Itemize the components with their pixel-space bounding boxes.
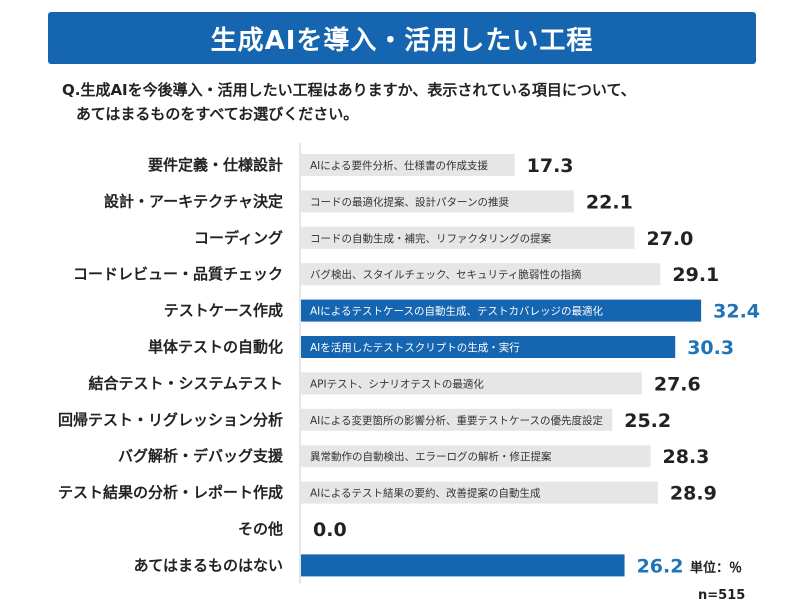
category-label: コーディング xyxy=(194,229,283,247)
category-label: あてはまるものはない xyxy=(134,556,283,574)
bar-note: コードの自動生成・補完、リファクタリングの提案 xyxy=(310,232,552,245)
value-label: 17.3 xyxy=(527,155,574,177)
category-label: テストケース作成 xyxy=(164,302,283,320)
bar-note: AIによる変更箇所の影響分析、重要テストケースの優先度設定 xyxy=(310,414,603,427)
value-label: 27.0 xyxy=(646,228,693,250)
title-banner: 生成AIを導入・活用したい工程 xyxy=(48,12,756,64)
bar xyxy=(301,190,574,213)
bar xyxy=(301,154,515,176)
bar xyxy=(301,226,635,249)
value-label: 28.3 xyxy=(663,446,710,468)
bar-note: APIテスト、シナリオテストの最適化 xyxy=(310,377,484,390)
bar xyxy=(301,299,702,322)
value-label: 27.6 xyxy=(654,373,701,395)
category-label: 結合テスト・システムテスト xyxy=(88,374,283,392)
value-label: 32.4 xyxy=(713,301,760,323)
bar-note: AIによる要件分析、仕様書の作成支援 xyxy=(310,159,488,172)
category-label: 設計・アーキテクチャ決定 xyxy=(104,192,283,210)
bar-note: 異常動作の自動検出、エラーログの解析・修正提案 xyxy=(310,450,552,463)
category-label: その他 xyxy=(238,520,283,538)
bar-note: コードの最適化提案、設計パターンの推奨 xyxy=(310,195,509,208)
bar-note: AIによるテスト結果の要約、改善提案の自動生成 xyxy=(310,487,541,500)
sample-size: n=515 xyxy=(698,588,746,603)
value-label: 0.0 xyxy=(313,519,347,541)
category-label: 単体テストの自動化 xyxy=(148,338,283,356)
category-label: 回帰テスト・リグレッション分析 xyxy=(58,411,283,429)
bar xyxy=(301,336,676,358)
bar xyxy=(301,445,651,468)
survey-question: Q.生成AIを今後導入・活用したい工程はありますか、表示されている項目について、… xyxy=(62,78,762,126)
bar xyxy=(301,372,642,395)
category-label: バグ解析・デバッグ支援 xyxy=(118,447,284,465)
bar-note: AIを活用したテストスクリプトの生成・実行 xyxy=(310,341,520,354)
value-label: 26.2 xyxy=(637,555,684,577)
bar xyxy=(301,408,613,431)
category-label: コードレビュー・品質チェック xyxy=(73,265,283,283)
category-label: 要件定義・仕様設計 xyxy=(148,156,283,174)
value-label: 28.9 xyxy=(670,483,717,505)
bar-note: バグ検出、スタイルチェック、セキュリティ脆弱性の指摘 xyxy=(310,268,581,281)
value-label: 25.2 xyxy=(624,410,671,432)
value-label: 22.1 xyxy=(586,191,633,213)
question-line-1: Q.生成AIを今後導入・活用したい工程はありますか、表示されている項目について、 xyxy=(62,81,636,99)
bar-note: AIによるテストケースの自動生成、テストカバレッジの最適化 xyxy=(310,305,603,318)
value-label: 29.1 xyxy=(672,264,719,286)
bar xyxy=(301,554,625,577)
unit-label: 単位：％ xyxy=(690,561,743,576)
category-label: テスト結果の分析・レポート作成 xyxy=(58,484,283,502)
value-label: 30.3 xyxy=(687,337,734,359)
bar xyxy=(301,263,661,286)
bar xyxy=(301,481,658,504)
chart-title: 生成AIを導入・活用したい工程 xyxy=(210,25,594,56)
question-line-2: あてはまるものをすべてお選びください。 xyxy=(76,105,359,123)
